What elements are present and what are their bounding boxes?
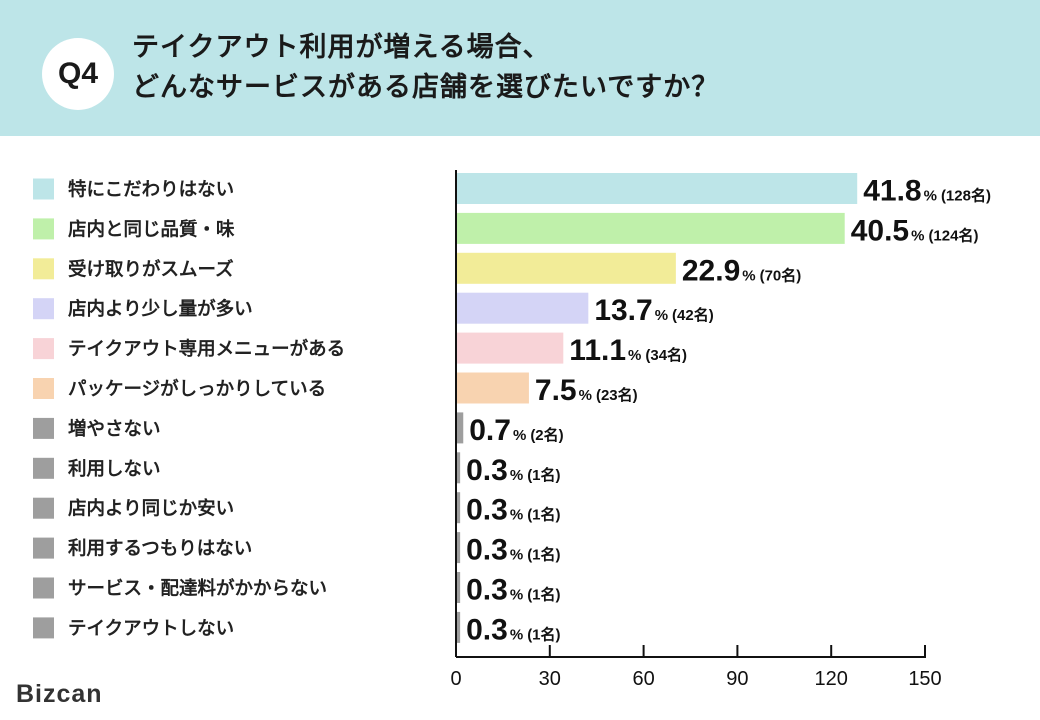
- percent-value: 0.3: [466, 494, 508, 527]
- bar: [457, 492, 461, 524]
- percent-sign: %: [655, 307, 668, 324]
- legend-label: 受け取りがスムーズ: [68, 258, 234, 280]
- percent-sign: %: [510, 467, 523, 484]
- count-label: (2名): [530, 426, 563, 444]
- legend-label: パッケージがしっかりしている: [68, 378, 326, 400]
- bar: [457, 292, 589, 324]
- value-label: 0.7% (2名): [469, 414, 563, 447]
- count-label: (1名): [527, 586, 560, 604]
- legend-swatch: [33, 417, 54, 439]
- legend-swatch: [33, 577, 54, 599]
- legend-label: 増やさない: [68, 418, 161, 440]
- value-label: 13.7% (42名): [594, 294, 713, 327]
- count-label: (128名): [941, 187, 991, 205]
- percent-value: 11.1: [569, 334, 626, 367]
- legend-label: 利用しない: [68, 458, 161, 480]
- x-tick-label: 90: [726, 668, 748, 690]
- percent-value: 0.3: [466, 454, 508, 487]
- legend-label: 店内より少し量が多い: [68, 298, 253, 320]
- title-line-2: どんなサービスがある店舗を選びたいですか？: [132, 72, 720, 103]
- count-label: (23名): [596, 386, 638, 404]
- percent-sign: %: [579, 387, 592, 404]
- percent-sign: %: [510, 587, 523, 604]
- bar: [457, 252, 676, 284]
- percent-value: 0.3: [466, 613, 508, 646]
- x-tick-label: 0: [450, 668, 461, 690]
- value-label: 0.3% (1名): [466, 574, 560, 607]
- percent-sign: %: [510, 547, 523, 564]
- bar: [457, 332, 564, 364]
- percent-sign: %: [513, 427, 526, 444]
- bar: [457, 173, 858, 204]
- legend-label: 店内より同じか安い: [68, 498, 234, 520]
- legend-swatch: [33, 537, 54, 559]
- legend-swatch: [33, 178, 54, 200]
- percent-value: 13.7: [594, 294, 652, 327]
- value-label: 0.3% (1名): [466, 534, 560, 567]
- legend-label: 特にこだわりはない: [68, 179, 234, 201]
- legend-label: 店内と同じ品質・味: [68, 218, 235, 240]
- percent-value: 7.5: [535, 374, 577, 407]
- percent-sign: %: [628, 347, 641, 364]
- count-label: (1名): [527, 506, 560, 524]
- x-tick-label: 60: [632, 668, 654, 690]
- percent-value: 22.9: [682, 254, 740, 287]
- question-badge: Q4: [42, 38, 114, 110]
- value-label: 22.9% (70名): [682, 254, 801, 287]
- question-header: Q4 テイクアウト利用が増える場合、 どんなサービスがある店舗を選びたいですか？: [0, 0, 1040, 136]
- percent-value: 40.5: [851, 214, 909, 247]
- percent-value: 0.3: [466, 574, 508, 607]
- x-tick-label: 150: [908, 668, 941, 690]
- value-label: 41.8% (128名): [863, 175, 991, 208]
- bar: [457, 611, 461, 643]
- legend-label: テイクアウト専用メニューがある: [68, 338, 345, 360]
- legend-swatch: [33, 218, 54, 240]
- count-label: (34名): [645, 346, 687, 364]
- percent-sign: %: [911, 227, 924, 244]
- percent-sign: %: [924, 188, 937, 205]
- count-label: (1名): [527, 546, 560, 564]
- legend-swatch: [33, 617, 54, 639]
- legend-swatch: [33, 497, 54, 519]
- legend-label: テイクアウトしない: [68, 618, 234, 639]
- count-label: (124名): [928, 226, 978, 244]
- bizcan-logo: Bizcan: [16, 680, 103, 708]
- value-label: 40.5% (124名): [851, 214, 979, 247]
- x-tick-label: 30: [539, 668, 561, 690]
- percent-value: 41.8: [863, 175, 921, 208]
- question-title: テイクアウト利用が増える場合、 どんなサービスがある店舗を選びたいですか？: [132, 28, 719, 108]
- legend-label: サービス・配達料がかからない: [68, 578, 327, 600]
- title-line-1: テイクアウト利用が増える場合、: [132, 32, 551, 63]
- percent-sign: %: [510, 626, 523, 643]
- x-tick-label: 120: [815, 668, 848, 690]
- bar: [457, 572, 461, 603]
- value-label: 0.3% (1名): [466, 613, 560, 646]
- legend-label: 利用するつもりはない: [68, 538, 252, 560]
- value-label: 7.5% (23名): [535, 374, 638, 407]
- value-label: 0.3% (1名): [466, 454, 560, 487]
- legend-swatch: [33, 378, 54, 399]
- count-label: (1名): [527, 466, 560, 484]
- legend-swatch: [33, 258, 54, 280]
- legend-swatch: [33, 298, 54, 320]
- legend-swatch: [33, 338, 54, 360]
- value-label: 11.1% (34名): [569, 334, 687, 367]
- count-label: (70名): [760, 266, 802, 284]
- count-label: (1名): [527, 625, 560, 643]
- bar: [457, 532, 461, 564]
- bar: [457, 372, 529, 404]
- percent-value: 0.7: [469, 414, 511, 447]
- percent-value: 0.3: [466, 534, 508, 567]
- bar: [457, 412, 464, 444]
- count-label: (42名): [672, 306, 714, 324]
- bar: [457, 212, 845, 244]
- percent-sign: %: [742, 267, 755, 284]
- legend-swatch: [33, 457, 54, 479]
- value-label: 0.3% (1名): [466, 494, 560, 527]
- bar: [457, 452, 461, 484]
- percent-sign: %: [510, 507, 523, 524]
